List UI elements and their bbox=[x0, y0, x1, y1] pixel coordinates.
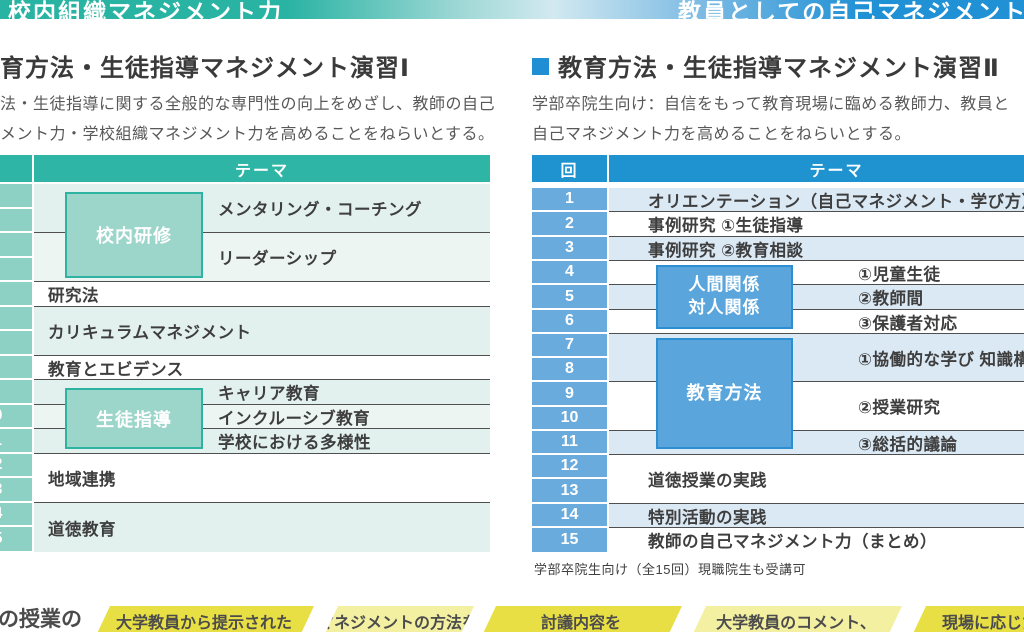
round-cell: 1 bbox=[0, 184, 32, 207]
title-bullet-icon bbox=[532, 58, 549, 75]
course2-theme-header: テーマ bbox=[609, 155, 1024, 182]
round-cell: 14 bbox=[0, 503, 32, 525]
course2-desc-line1: 学部卒院生向け：自信をもって教育現場に臨める教師力、教員と bbox=[532, 96, 1010, 113]
theme-cell: キャリア教育 bbox=[34, 380, 490, 405]
round-cell: 7 bbox=[532, 334, 607, 356]
category-box-konai-kenshu: 校内研修 bbox=[65, 192, 203, 278]
flow-step: 討議内容を bbox=[480, 606, 682, 632]
theme-cell: 教師の自己マネジメント力（まとめ） bbox=[609, 528, 1024, 552]
category-box-label: 人間関係 対人関係 bbox=[688, 275, 761, 317]
round-cell: 2 bbox=[0, 209, 32, 231]
round-cell: 14 bbox=[532, 504, 607, 526]
category-box-ningen-kankei: 人間関係 対人関係 bbox=[656, 265, 793, 329]
round-cell: 9 bbox=[0, 380, 32, 403]
course1-desc-line1: 法・生徒指導に関する全般的な専門性の向上をめざし、教師の自己 bbox=[0, 96, 496, 113]
flow-prefix: の授業の bbox=[0, 608, 82, 631]
round-cell: 6 bbox=[532, 310, 607, 332]
round-cell: 9 bbox=[532, 382, 607, 405]
flow-step: マネジメントの方法を bbox=[322, 606, 474, 632]
capacity-note: 学部卒院生向け（全15回）現職院生も受講可 bbox=[534, 562, 806, 577]
round-cell: 13 bbox=[0, 478, 32, 501]
round-cell: 15 bbox=[0, 527, 32, 551]
round-cell: 15 bbox=[532, 528, 607, 552]
round-cell: 11 bbox=[0, 429, 32, 452]
course2-title: 教育方法・生徒指導マネジメント演習Ⅱ bbox=[558, 55, 1000, 82]
category-box-seito-shido: 生徒指導 bbox=[65, 388, 203, 449]
category-box-kyoiku-hoho: 教育方法 bbox=[656, 338, 793, 449]
course1-theme-header: テーマ bbox=[34, 155, 490, 182]
round-cell: 12 bbox=[532, 455, 607, 477]
theme-cell: カリキュラムマネジメント bbox=[34, 307, 490, 356]
top-banner: 校内組織マネジメント力 教員としての自己マネジメント力 bbox=[0, 0, 1024, 25]
banner-right-label: 教員としての自己マネジメント力 bbox=[678, 0, 1024, 25]
theme-cell: 道徳教育 bbox=[34, 503, 490, 552]
theme-cell: 研究法 bbox=[34, 282, 490, 307]
course1-desc-line2: メント力・学校組織マネジメント力を高めることをねらいとする。 bbox=[0, 126, 495, 143]
flow-step: 現場に応じた bbox=[910, 606, 1024, 632]
theme-cell: 特別活動の実践 bbox=[609, 504, 1024, 528]
round-cell: 12 bbox=[0, 454, 32, 476]
round-cell: 3 bbox=[532, 237, 607, 259]
theme-cell: 道徳授業の実践 bbox=[609, 455, 1024, 504]
theme-cell: 地域連携 bbox=[34, 454, 490, 503]
flow-step: 大学教員から提示された bbox=[94, 606, 314, 632]
course1-title: 育方法・生徒指導マネジメント演習Ⅰ bbox=[0, 55, 410, 82]
round-cell: 8 bbox=[0, 356, 32, 378]
round-cell: 4 bbox=[532, 261, 607, 283]
round-cell: 13 bbox=[532, 479, 607, 502]
course1-round-header: 回 bbox=[0, 155, 32, 182]
banner-left-label: 校内組織マネジメント力 bbox=[8, 0, 283, 25]
round-cell: 2 bbox=[532, 212, 607, 235]
round-cell: 5 bbox=[0, 282, 32, 305]
round-cell: 8 bbox=[532, 358, 607, 380]
round-cell: 11 bbox=[532, 431, 607, 453]
round-cell: 4 bbox=[0, 258, 32, 280]
round-cell: 5 bbox=[532, 285, 607, 308]
round-cell: 6 bbox=[0, 307, 32, 329]
course2-round-header: 回 bbox=[532, 155, 607, 182]
theme-cell: 教育とエビデンス bbox=[34, 356, 490, 380]
flow-step: 大学教員のコメント、 bbox=[690, 606, 902, 632]
course2-title-row: 教育方法・生徒指導マネジメント演習Ⅱ bbox=[532, 48, 1000, 83]
round-cell: 7 bbox=[0, 331, 32, 354]
round-cell: 10 bbox=[532, 407, 607, 429]
round-cell: 1 bbox=[532, 188, 607, 210]
round-cell: 10 bbox=[0, 405, 32, 427]
course2-desc-line2: 自己マネジメント力を高めることをねらいとする。 bbox=[532, 126, 912, 143]
theme-cell: 事例研究 ②教育相談 bbox=[609, 237, 1024, 261]
theme-cell: 事例研究 ①生徒指導 bbox=[609, 212, 1024, 237]
theme-cell: オリエンテーション（自己マネジメント・学び方） bbox=[609, 188, 1024, 212]
round-cell: 3 bbox=[0, 233, 32, 256]
